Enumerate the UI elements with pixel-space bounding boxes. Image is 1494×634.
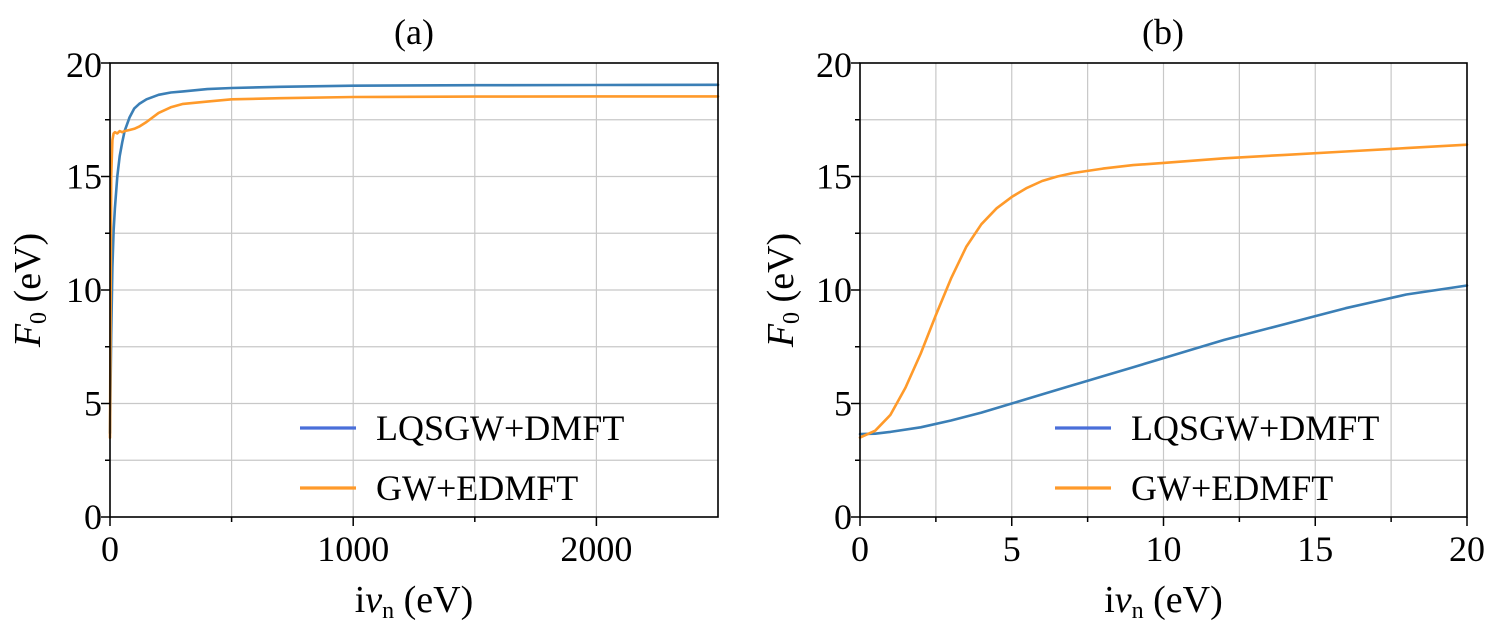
y-axis-label-symbol: F [7,323,49,348]
legend-label: GW+EDMFT [1131,468,1333,508]
y-axis-label-unit: (eV) [760,233,802,312]
panel-title: (a) [394,12,434,52]
y-axis-label-subscript: 0 [26,312,52,324]
series-line-gw-edmft [858,143,1469,439]
y-tick-label: 15 [66,157,102,197]
x-axis-label-symbol: ν [365,579,382,621]
x-axis-label-prefix: i [1104,579,1115,621]
y-tick-label: 10 [66,270,102,310]
x-axis-label-symbol: ν [1115,579,1132,621]
y-axis-label-subscript: 0 [779,312,805,324]
x-axis-label-prefix: i [355,579,366,621]
y-axis-label-unit: (eV) [7,233,49,312]
x-axis-label-unit: (eV) [394,579,473,621]
x-tick-label: 10 [1146,529,1182,569]
legend-label: GW+EDMFT [376,468,578,508]
y-tick-label: 5 [834,384,852,424]
x-tick-label: 1000 [317,529,389,569]
legend: LQSGW+DMFT GW+EDMFT [1055,408,1379,508]
x-axis-label: iνn (eV) [1104,579,1223,624]
x-tick-label: 15 [1297,529,1333,569]
y-tick-label-top: 20 [66,45,102,85]
x-axis-label-subscript: n [1132,598,1144,624]
y-axis-label: F0 (eV) [7,233,52,348]
legend: LQSGW+DMFT GW+EDMFT [300,408,624,508]
series-line-lqsgw-dmft [858,284,1469,436]
legend-label: LQSGW+DMFT [1131,408,1379,448]
x-axis-label-unit: (eV) [1144,579,1223,621]
x-axis-label: iνn (eV) [355,579,474,624]
y-axis-label-symbol: F [760,323,802,348]
series-line-lqsgw-dmft [108,83,720,435]
x-tick-label: 2000 [560,529,632,569]
y-tick-label: 0 [834,497,852,537]
x-axis-label-subscript: n [382,598,394,624]
series-line-gw-edmft [108,95,720,439]
y-tick-label-top: 20 [816,45,852,85]
x-tick-label: 5 [1003,529,1021,569]
x-tick-label: 0 [101,529,119,569]
x-tick-label: 0 [851,529,869,569]
grid [860,63,1467,517]
y-tick-label: 5 [84,384,102,424]
panel-title: (b) [1142,12,1184,52]
y-tick-label: 10 [816,270,852,310]
x-tick-label: 20 [1449,529,1485,569]
legend-label: LQSGW+DMFT [376,408,624,448]
grid [110,63,718,517]
y-axis-label: F0 (eV) [760,233,805,348]
y-tick-label: 0 [84,497,102,537]
y-tick-label: 15 [816,157,852,197]
